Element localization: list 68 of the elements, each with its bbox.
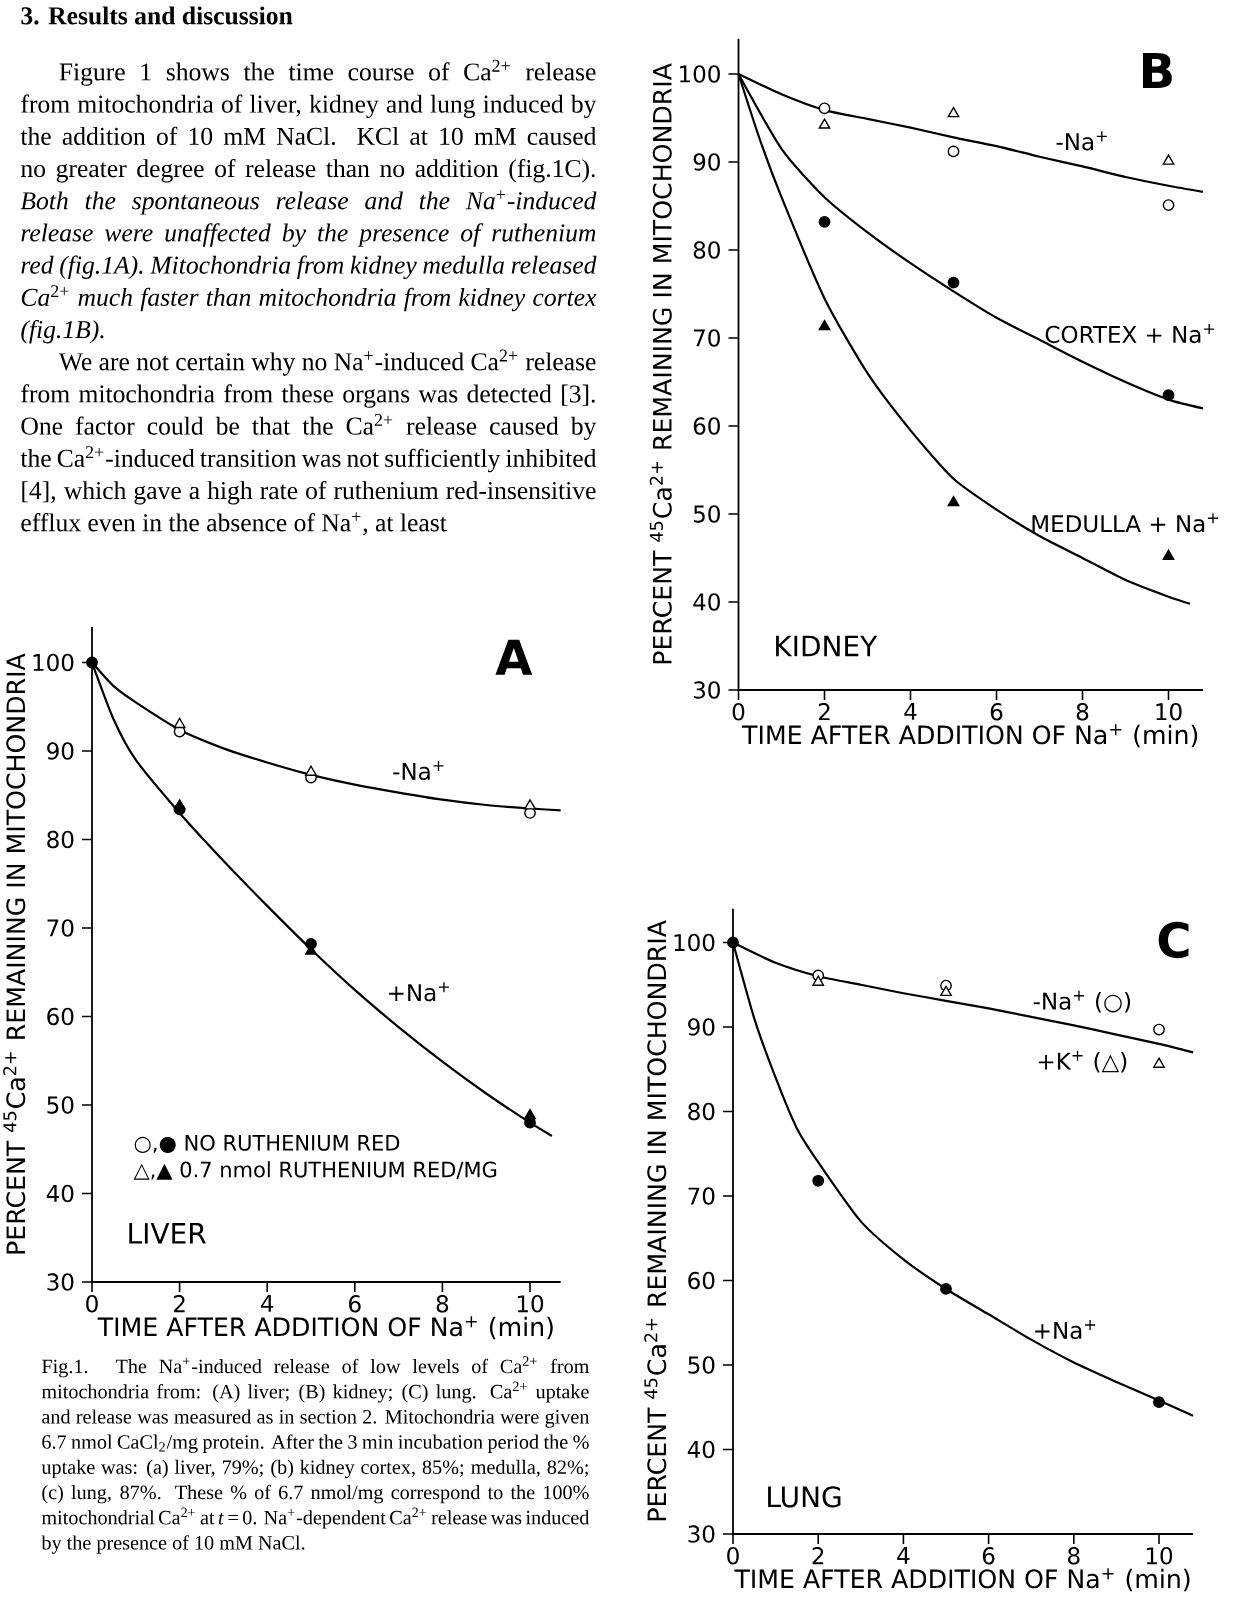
annotation: ○,● NO RUTHENIUM RED [134,1134,400,1154]
annotation: LUNG [768,1486,841,1508]
y-tick-label: 100 [33,653,74,672]
x-tick-label: 8 [436,1295,449,1313]
x-tick-label: 6 [349,1295,361,1313]
chart-title: A [495,639,533,675]
chart-title: B [1143,53,1172,88]
y-tick-label: 60 [47,1007,74,1026]
annotation: LIVER [129,1223,206,1244]
series-label: +K$^{+}$ (△) [1038,1050,1127,1073]
x-tick-label: 8 [1076,703,1089,721]
x-tick-label: 6 [982,1547,995,1565]
y-tick-label: 70 [47,919,74,937]
series-label: +Na$^{+}$ [1035,1319,1096,1340]
series-label: -Na$^{+}$ (○) [1033,990,1131,1013]
series-label: -Na$^{+}$ [393,760,444,781]
x-tick-label: 10 [1156,703,1182,721]
x-tick-label: 0 [727,1547,739,1565]
x-tick-label: 4 [897,1547,910,1564]
y-tick-label: 100 [680,65,720,83]
x-tick-label: 4 [904,703,917,720]
x-tick-label: 4 [261,1295,274,1312]
text: Fig.1. The Na$^{+}$-induced release of low levels of Ca$^{2+}$ from mitochondria from: (A) liver; (B) kidney; (C) lung. Ca$^{2+}$ uptake and release was measured as in section 2. Mitochondria were given 6.7 nmol CaCl$_{2}$/mg protein. After the 3 min incubation period the % uptake was: (a) liver, 79%; (b) kidney cortex, 85%; medulla, 82%; (c) lung, 87%. These % of 6.7 nmol/mg correspond to the 100% mitochondrial Ca$^{2+}$ at t = 0. Na$^{+}$-dependent Ca$^{2+}$ release was induced by the presence of 10 mM NaCl. [41,1356,590,1554]
y-tick-label: 80 [47,830,74,849]
y-axis-title: PERCENT $^{45}$Ca$^{2+}$ REMAINING IN MITOCHONDRIA [3,653,26,1254]
x-tick-label: 0 [86,1295,98,1313]
annotation: △,▲ 0.7 nmol RUTHENIUM RED/MG [133,1161,497,1180]
y-tick-label: 30 [47,1273,74,1291]
y-axis-title: PERCENT $^{45}$Ca$^{2+}$ REMAINING IN MITOCHONDRIA [649,63,672,664]
y-tick-label: 70 [688,1187,715,1205]
y-tick-label: 70 [694,329,720,347]
y-tick-label: 90 [693,153,720,171]
y-tick-label: 40 [46,1184,74,1203]
chart-title: C [1158,921,1189,959]
x-tick-label: 2 [812,1547,824,1565]
series-label: +Na$^{+}$ [389,982,449,1002]
x-axis-title: TIME AFTER ADDITION OF Na$^{+}$ (min) [734,1568,1190,1592]
y-tick-label: 60 [693,417,720,435]
y-tick-label: 90 [688,1018,715,1036]
annotation: KIDNEY [776,635,878,657]
x-tick-label: 8 [1068,1547,1080,1565]
y-tick-label: 80 [688,1102,715,1121]
series-label: -Na$^{+}$ [1056,131,1107,151]
x-axis-title: TIME AFTER ADDITION OF Na$^{+}$ (min) [742,724,1198,748]
y-axis-title: PERCENT $^{45}$Ca$^{2+}$ REMAINING IN MITOCHONDRIA [644,920,667,1521]
y-tick-label: 30 [688,1525,715,1543]
x-tick-label: 2 [173,1295,185,1313]
x-axis-title: TIME AFTER ADDITION OF Na$^{+}$ (min) [97,1316,553,1340]
y-tick-label: 40 [693,593,720,611]
y-tick-label: 50 [47,1096,74,1114]
x-tick-label: 10 [517,1295,544,1313]
y-tick-label: 60 [688,1271,715,1290]
x-tick-label: 2 [818,703,830,721]
text: Figure 1 shows the time course of Ca$^{2+}$ release from mitochondria of liver, kidney and lung induced by the addition of 10 mM NaCl. KCl at 10 mM caused no greater degree of release than no addition (fig.1C). Both the spontaneous release and the Na$^{+}$-induced release were unaffected by the presence of ruthenium red (fig.1A). Mitochondria from kidney medulla released Ca$^{2+}$ much faster than mitochondria from kidney cortex (fig.1B). [20,59,597,344]
x-tick-label: 10 [1146,1547,1173,1565]
x-tick-label: 6 [990,703,1003,721]
y-tick-label: 40 [687,1440,715,1459]
y-tick-label: 80 [693,241,720,259]
y-tick-label: 100 [674,933,715,952]
text: 3. Results and discussion [21,6,293,25]
y-tick-label: 50 [693,505,720,523]
x-tick-label: 0 [732,703,745,721]
y-tick-label: 90 [47,742,74,760]
series-label: MEDULLA + Na$^{+}$ [1032,513,1219,533]
text: We are not certain why no Na$^{+}$-induced Ca$^{2+}$ release from mitochondria from these organs was detected [3]. One factor could be that the Ca$^{2+}$ release caused by the Ca$^{2+}$-induced transition was not sufficiently inhibited [4], which gave a high rate of ruthenium red-insensitive efflux even in the absence of Na$^{+}$, at least [20,349,597,536]
y-tick-label: 30 [693,681,720,699]
series-label: CORTEX + Na$^{+}$ [1045,324,1215,344]
y-tick-label: 50 [688,1356,715,1374]
